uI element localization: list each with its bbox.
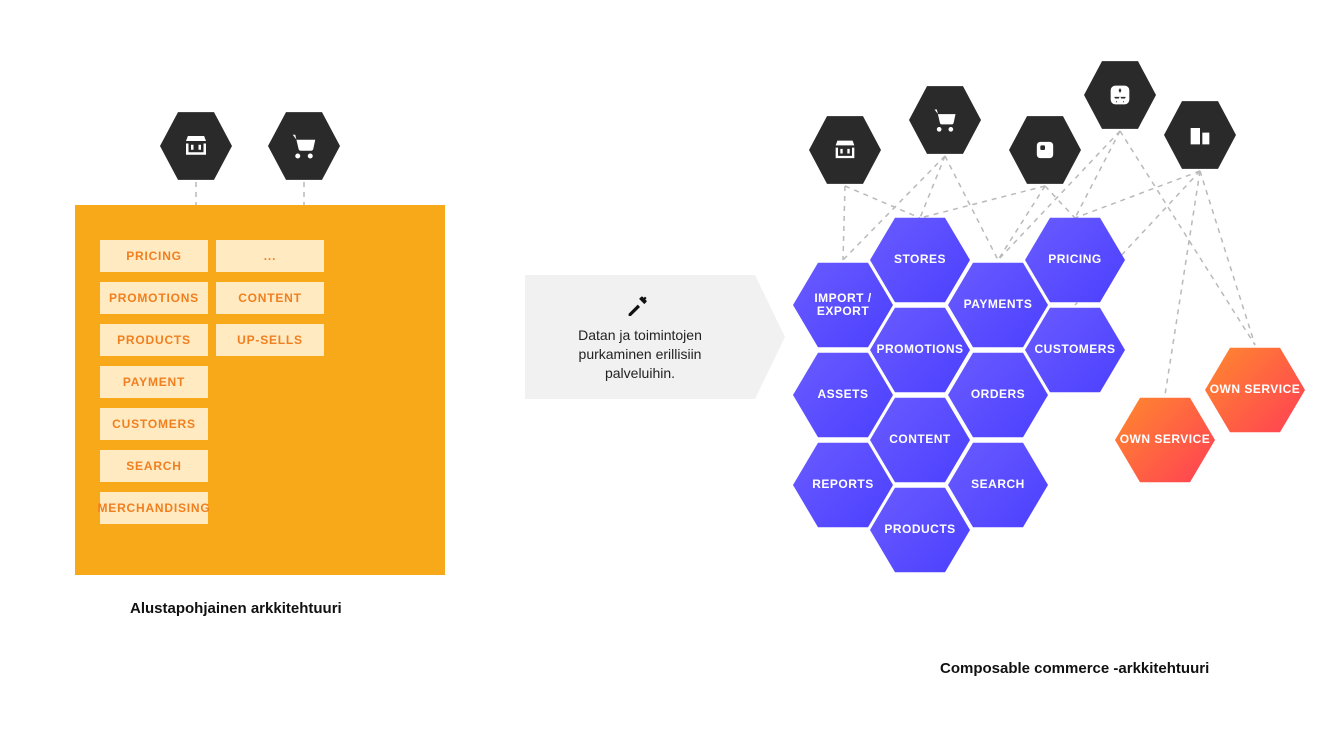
stage: Datan ja toimintojen purkaminen erillisi… bbox=[0, 0, 1322, 730]
cart-icon-hex bbox=[268, 110, 340, 182]
transition-arrow-block: Datan ja toimintojen purkaminen erillisi… bbox=[525, 275, 755, 399]
cart-icon-hex bbox=[909, 84, 981, 156]
caption-left: Alustapohjainen arkkitehtuuri bbox=[130, 600, 342, 617]
appstore-icon-hex bbox=[1084, 59, 1156, 131]
monolith-pill: SEARCH bbox=[100, 450, 208, 482]
monolith-pill: PRODUCTS bbox=[100, 324, 208, 356]
service-hex: OWN SERVICE bbox=[1205, 345, 1305, 435]
monolith-pill: MERCHANDISING bbox=[100, 492, 208, 524]
service-hex: OWN SERVICE bbox=[1115, 395, 1215, 485]
store-icon-hex bbox=[809, 114, 881, 186]
store-icon-hex bbox=[160, 110, 232, 182]
monolith-pill: PROMOTIONS bbox=[100, 282, 208, 314]
monolith-pill: CUSTOMERS bbox=[100, 408, 208, 440]
transition-arrow-chevron bbox=[755, 275, 785, 399]
transition-text: Datan ja toimintojen purkaminen erillisi… bbox=[549, 326, 731, 383]
monolith-pill: ... bbox=[216, 240, 324, 272]
monolith-pill: PAYMENT bbox=[100, 366, 208, 398]
building-icon-hex bbox=[1164, 99, 1236, 171]
monolith-pill: CONTENT bbox=[216, 282, 324, 314]
square-icon-hex bbox=[1009, 114, 1081, 186]
caption-right: Composable commerce -arkkitehtuuri bbox=[940, 660, 1209, 677]
monolith-pill: UP-SELLS bbox=[216, 324, 324, 356]
hammer-icon bbox=[626, 291, 654, 318]
service-hex: SEARCH bbox=[948, 440, 1048, 530]
monolith-pill: PRICING bbox=[100, 240, 208, 272]
